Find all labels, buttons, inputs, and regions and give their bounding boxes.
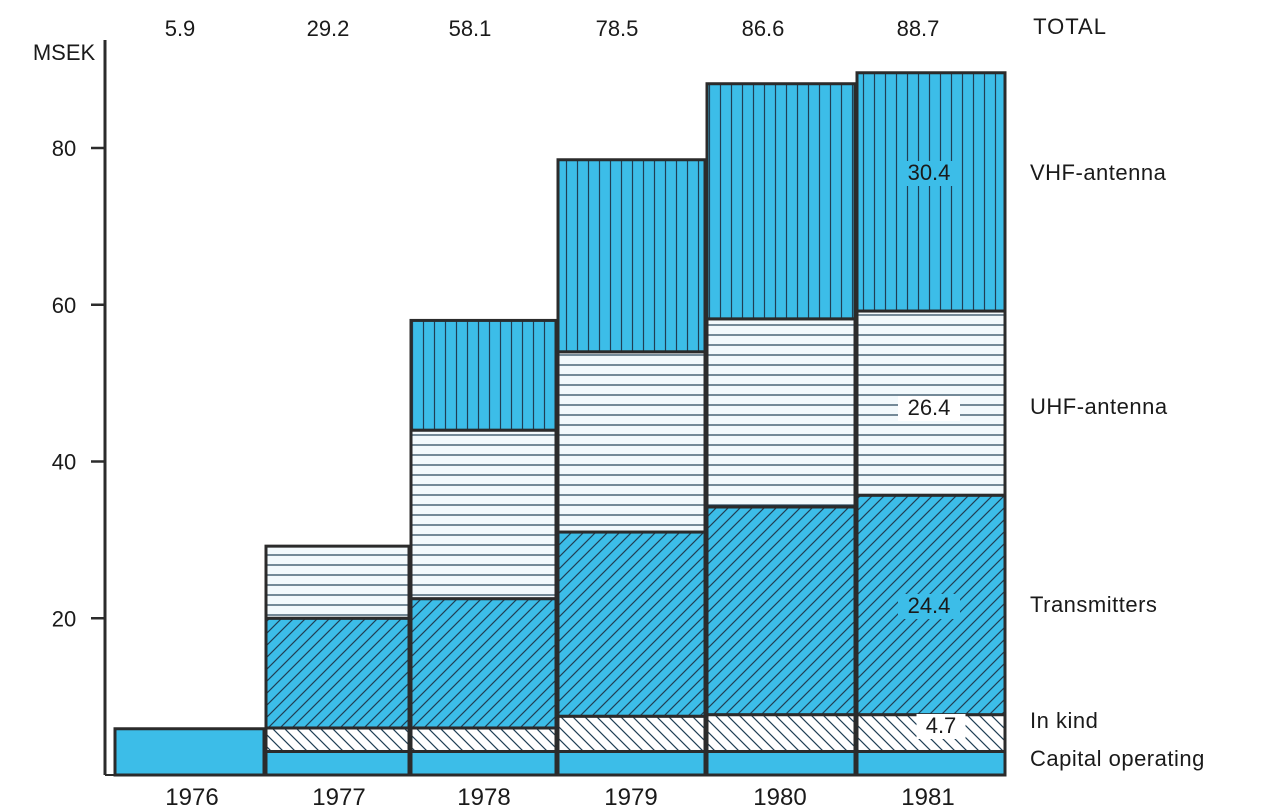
total-label-1981: 88.7 (897, 16, 940, 41)
data-label-transmitters-1981: 24.4 (908, 593, 951, 618)
legend-label-uhf-antenna: UHF-antenna (1030, 394, 1168, 419)
bar-segment-vhf-antenna-1978 (409, 318, 558, 432)
bar-segment-transmitters-1980 (705, 505, 857, 717)
data-label-vhf-antenna-1981: 30.4 (908, 160, 951, 185)
y-axis-unit-label: MSEK (33, 40, 96, 65)
total-label-1979: 78.5 (596, 16, 639, 41)
bar-segment-transmitters-1979 (556, 530, 707, 718)
bar-segment-in-kind-1980 (705, 713, 857, 753)
data-label-bg-vhf-antenna (898, 161, 960, 186)
x-tick-label-1977: 1977 (312, 784, 365, 811)
y-tick-label-60: 60 (52, 293, 76, 318)
x-tick-label-1980: 1980 (753, 784, 806, 811)
total-label-1980: 86.6 (742, 16, 785, 41)
total-label-1977: 29.2 (307, 16, 350, 41)
bar-segment-capital-operating-1976 (113, 727, 266, 777)
y-tick-label-80: 80 (52, 136, 76, 161)
bar-segment-uhf-antenna-1980 (705, 317, 857, 509)
labels-layer: 1976 1977 1978 1979 1980 1981 5.9 29.2 58.1 78.5 8… (165, 14, 1205, 811)
legend-label-transmitters: Transmitters (1030, 592, 1157, 617)
bar-segment-vhf-antenna-1981 (855, 71, 1007, 313)
bar-segment-transmitters-1978 (409, 597, 558, 730)
bar-segment-uhf-antenna-1979 (556, 350, 707, 534)
bar-segment-capital-operating-1980 (705, 749, 857, 777)
data-label-bg-uhf-antenna (898, 396, 960, 421)
legend-label-vhf-antenna: VHF-antenna (1030, 160, 1167, 185)
bar-segment-uhf-antenna-1977 (264, 544, 411, 620)
y-tick-label-20: 20 (52, 606, 76, 631)
total-label-1978: 58.1 (449, 16, 492, 41)
data-label-in-kind-1981: 4.7 (926, 713, 957, 738)
bars-layer (113, 71, 1007, 777)
x-tick-label-1979: 1979 (604, 784, 657, 811)
bar-segment-vhf-antenna-1980 (705, 82, 857, 321)
x-tick-label-1978: 1978 (457, 784, 510, 811)
y-tick-label-40: 40 (52, 450, 76, 475)
bar-segment-in-kind-1978 (409, 726, 558, 753)
bar-segment-uhf-antenna-1978 (409, 428, 558, 601)
legend-label-in-kind: In kind (1030, 708, 1098, 733)
bar-segment-capital-operating-1977 (264, 749, 411, 777)
bar-segment-vhf-antenna-1979 (556, 158, 707, 354)
legend-label-capital-operating: Capital operating (1030, 746, 1205, 771)
bar-segment-in-kind-1977 (264, 726, 411, 753)
data-label-bg-transmitters (898, 594, 960, 619)
axis-layer: 20 40 60 80 MSEK (33, 40, 1005, 776)
bar-segment-capital-operating-1978 (409, 749, 558, 777)
x-tick-label-1976: 1976 (165, 784, 218, 811)
totals-title: TOTAL (1033, 14, 1107, 39)
bar-segment-capital-operating-1981 (855, 749, 1007, 777)
bar-segment-capital-operating-1979 (556, 749, 707, 777)
data-label-uhf-antenna-1981: 26.4 (908, 395, 951, 420)
data-label-bg-in-kind (916, 714, 966, 739)
bar-segment-transmitters-1977 (264, 616, 411, 730)
total-label-1976: 5.9 (165, 16, 196, 41)
bar-segment-in-kind-1979 (556, 714, 707, 753)
x-tick-label-1981: 1981 (901, 784, 954, 811)
